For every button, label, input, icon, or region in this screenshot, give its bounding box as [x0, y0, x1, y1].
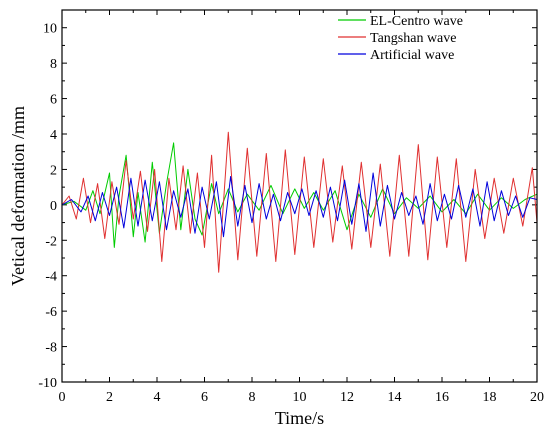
plot-frame — [61, 9, 538, 383]
x-tick-label: 10 — [293, 390, 307, 405]
x-tick-label: 16 — [435, 390, 449, 405]
x-tick-label: 14 — [388, 390, 402, 405]
y-tick-label: -4 — [45, 270, 57, 285]
y-axis-title: Vetical deformation /mm — [8, 106, 28, 286]
x-tick-label: 18 — [483, 390, 497, 405]
y-tick-labels: -10 -8 -6 -4 -2 0 2 4 6 8 10 — [38, 22, 57, 391]
x-tick-label: 20 — [530, 390, 544, 405]
y-tick-label: 6 — [50, 93, 57, 108]
legend-label-tangshan-wave: Tangshan wave — [370, 31, 457, 46]
y-tick-label: -2 — [45, 234, 57, 249]
y-tick-label: -10 — [38, 376, 57, 391]
x-tick-label: 4 — [154, 390, 161, 405]
legend: EL-Centro wave Tangshan wave Artificial wa… — [338, 14, 463, 63]
y-tick-label: 2 — [50, 163, 57, 178]
series-line-artificial-wave — [61, 172, 538, 238]
x-tick-label: 2 — [106, 390, 113, 405]
x-axis-title: Time/s — [275, 408, 324, 428]
legend-label-el-centro-wave: EL-Centro wave — [370, 14, 463, 29]
series-lines — [61, 131, 538, 273]
legend-label-artificial-wave: Artificial wave — [370, 48, 454, 63]
x-tick-label: 8 — [249, 390, 256, 405]
y-tick-label: 4 — [50, 128, 57, 143]
y-tick-label: 8 — [50, 57, 57, 72]
series-line-tangshan-wave — [61, 131, 538, 273]
x-tick-label: 6 — [201, 390, 208, 405]
x-tick-label: 12 — [340, 390, 354, 405]
x-tick-label: 0 — [59, 390, 66, 405]
x-tick-labels: 0 2 4 6 8 10 12 14 16 18 20 — [59, 390, 545, 405]
y-tick-label: -8 — [45, 341, 57, 356]
y-tick-label: 0 — [50, 199, 57, 214]
y-tick-label: 10 — [43, 22, 57, 37]
y-tick-label: -6 — [45, 305, 57, 320]
